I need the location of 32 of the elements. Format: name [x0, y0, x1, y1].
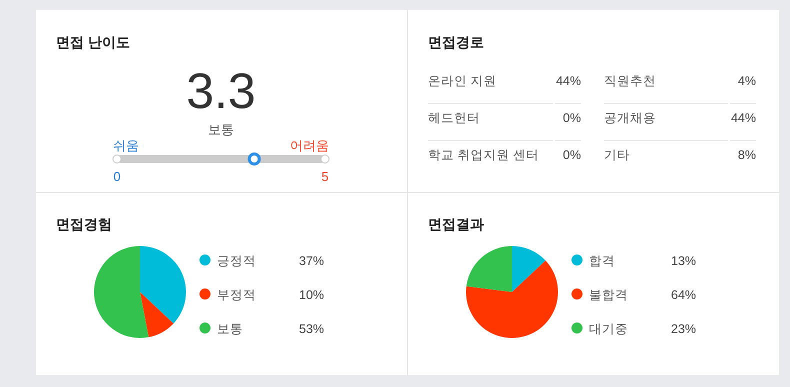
data-label: 64% — [671, 288, 696, 302]
text: 44% — [730, 111, 756, 125]
data-label: 37% — [299, 254, 324, 268]
data-label: 10% — [299, 288, 324, 302]
text: 어려움 — [290, 138, 329, 153]
category-label: 기타 — [604, 148, 630, 162]
category-label: 헤드헌터 — [428, 111, 480, 125]
category-label: 학교 취업지원 센터 — [428, 148, 539, 162]
legend-label: 부정적 — [217, 288, 256, 302]
text: 44% — [556, 74, 581, 88]
legend-label: 긍정적 — [217, 254, 256, 268]
text: 쉬움 — [113, 138, 139, 153]
text: 면접경로 — [428, 34, 484, 50]
data-label: 13% — [671, 254, 696, 268]
category-label: 온라인 지원 — [428, 74, 496, 88]
chart-title: 면접결과 — [428, 216, 484, 232]
text: 면접 난이도 — [56, 34, 130, 50]
legend-label: 대기중 — [589, 322, 628, 336]
text: 0% — [562, 148, 581, 162]
category-label: 직원추천 — [604, 74, 656, 88]
legend-label: 합격 — [589, 254, 615, 268]
text: 0% — [562, 111, 581, 125]
text: 8% — [738, 148, 756, 162]
text: 4% — [738, 74, 756, 88]
legend-label: 불합격 — [589, 288, 628, 302]
data-label: 23% — [671, 322, 696, 336]
text: 보통 — [208, 122, 234, 137]
legend-label: 보통 — [217, 322, 243, 336]
category-label: 공개채용 — [604, 111, 656, 125]
data-label: 53% — [299, 322, 324, 336]
data-label: 3.3 — [186, 63, 256, 119]
chart-title: 면접경험 — [56, 216, 112, 232]
